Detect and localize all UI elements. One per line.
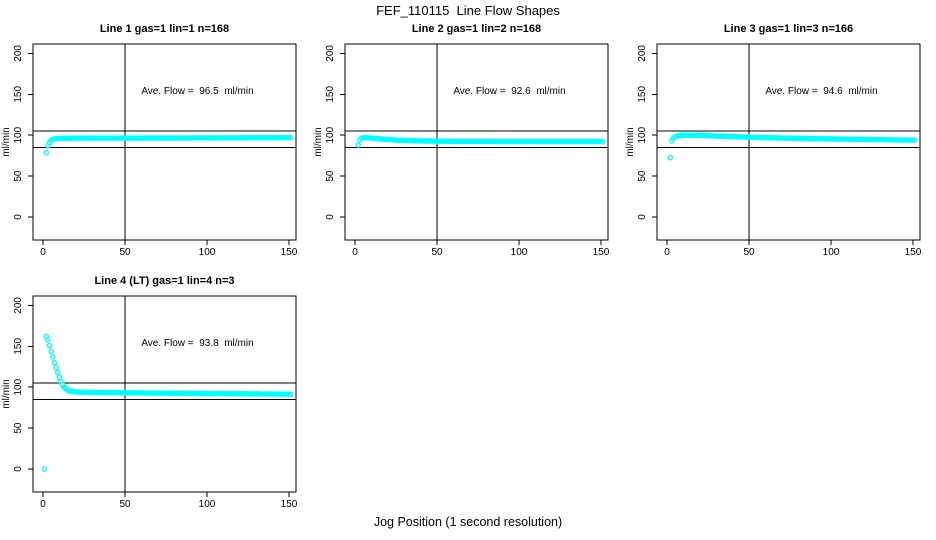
y-tick-label: 0 [13, 214, 24, 220]
y-axis-title: ml/min [1, 127, 12, 156]
data-point [355, 142, 362, 148]
x-tick-label: 50 [743, 247, 755, 258]
x-axis: 0 50 100 150 [40, 240, 298, 258]
y-axis-title: ml/min [625, 127, 636, 156]
y-tick-label: 100 [637, 126, 648, 143]
plot-area-line-1: 0 50 100 150 0 50 100 150 200 ml/min [1, 43, 298, 258]
x-tick-label: 50 [119, 247, 131, 258]
data-point [48, 348, 54, 354]
y-tick-label: 200 [13, 297, 24, 314]
data-point [51, 359, 58, 366]
x-axis: 0 50 100 150 [664, 240, 922, 258]
panel-title: Line 4 (LT) gas=1 lin=4 n=3 [94, 275, 235, 287]
plot-area-line-4: 0 50 100 150 0 50 100 150 200 ml/min [1, 295, 298, 510]
data-point [287, 391, 294, 397]
data-point [50, 354, 56, 360]
ave-flow-annotation: Ave. Flow = 93.8 ml/min [141, 338, 254, 349]
outlier-points [667, 154, 674, 161]
y-axis: 0 50 100 150 200 [13, 297, 33, 472]
x-axis: 0 50 100 150 [40, 492, 298, 510]
x-axis-label: Jog Position (1 second resolution) [373, 515, 563, 529]
x-tick-label: 150 [905, 247, 922, 258]
data-point [599, 138, 606, 145]
series-points [43, 134, 294, 156]
y-tick-label: 0 [637, 214, 648, 220]
y-tick-label: 50 [13, 422, 24, 434]
panel-title: Line 2 gas=1 lin=2 n=168 [411, 23, 542, 35]
reference-lines [33, 44, 296, 240]
y-tick-label: 50 [325, 170, 336, 182]
y-tick-label: 200 [637, 45, 648, 62]
ave-flow-annotation: Ave. Flow = 94.6 ml/min [765, 86, 878, 97]
series-points [355, 134, 606, 148]
plot-box [656, 43, 921, 241]
data-point [911, 137, 918, 143]
panel-line-1: 0 50 100 150 0 50 100 150 200 ml/min Line 1 gas=1… [0, 18, 312, 270]
x-tick-label: 0 [40, 247, 46, 258]
x-tick-label: 100 [823, 247, 840, 258]
data-point [43, 150, 50, 156]
x-tick-label: 150 [281, 499, 298, 510]
panel-line-4: 0 50 100 150 0 50 100 150 200 ml/min Line 4 (LT) … [0, 270, 312, 522]
data-point [55, 369, 61, 376]
y-tick-label: 100 [13, 378, 24, 395]
panel-line-2: 0 50 100 150 0 50 100 150 200 ml/min Line 2 gas=1… [312, 18, 624, 270]
data-point [287, 134, 294, 141]
x-tick-label: 100 [199, 247, 216, 258]
plot-area-line-2: 0 50 100 150 0 50 100 150 200 ml/min [313, 43, 610, 258]
y-tick-label: 50 [13, 170, 24, 182]
x-tick-label: 50 [431, 247, 443, 258]
x-tick-label: 100 [511, 247, 528, 258]
x-tick-label: 100 [199, 499, 216, 510]
y-axis-title: ml/min [1, 379, 12, 408]
x-tick-label: 0 [664, 247, 670, 258]
reference-lines [657, 44, 920, 240]
y-tick-label: 0 [325, 214, 336, 220]
x-tick-label: 150 [593, 247, 610, 258]
panel-title: Line 3 gas=1 lin=3 n=166 [723, 23, 854, 35]
data-point [53, 364, 59, 371]
series-points [43, 333, 294, 397]
y-tick-label: 150 [13, 338, 24, 355]
y-tick-label: 200 [325, 45, 336, 62]
y-axis-title: ml/min [313, 127, 324, 156]
plot-box [32, 295, 297, 493]
plot-box [344, 43, 609, 241]
plot-area-line-3: 0 50 100 150 0 50 100 150 200 ml/min [625, 43, 922, 258]
y-tick-label: 50 [637, 170, 648, 182]
data-point [45, 337, 51, 343]
y-tick-label: 150 [13, 86, 24, 103]
ave-flow-annotation: Ave. Flow = 96.5 ml/min [141, 86, 254, 97]
series-points [669, 132, 918, 144]
x-axis: 0 50 100 150 [352, 240, 610, 258]
plot-box [32, 43, 297, 241]
y-tick-label: 200 [13, 45, 24, 62]
y-tick-label: 150 [637, 86, 648, 103]
outlier-point [41, 466, 48, 472]
y-tick-label: 100 [325, 126, 336, 143]
y-axis: 0 50 100 150 200 [13, 45, 33, 220]
x-tick-label: 0 [352, 247, 358, 258]
panel-title: Line 1 gas=1 lin=1 n=168 [99, 23, 230, 35]
y-axis: 0 50 100 150 200 [325, 45, 345, 220]
panel-line-3: 0 50 100 150 0 50 100 150 200 ml/min Line 3 gas=1… [624, 18, 936, 270]
y-tick-label: 150 [325, 86, 336, 103]
y-axis: 0 50 100 150 200 [637, 45, 657, 220]
main-title: FEF_110115 Line Flow Shapes [376, 3, 560, 18]
ave-flow-annotation: Ave. Flow = 92.6 ml/min [453, 86, 566, 97]
outlier-points [41, 466, 48, 472]
data-point [46, 342, 53, 349]
outlier-point [667, 154, 674, 161]
x-tick-label: 0 [40, 499, 46, 510]
x-tick-label: 150 [281, 247, 298, 258]
y-tick-label: 100 [13, 126, 24, 143]
y-tick-label: 0 [13, 466, 24, 472]
x-tick-label: 50 [119, 499, 131, 510]
